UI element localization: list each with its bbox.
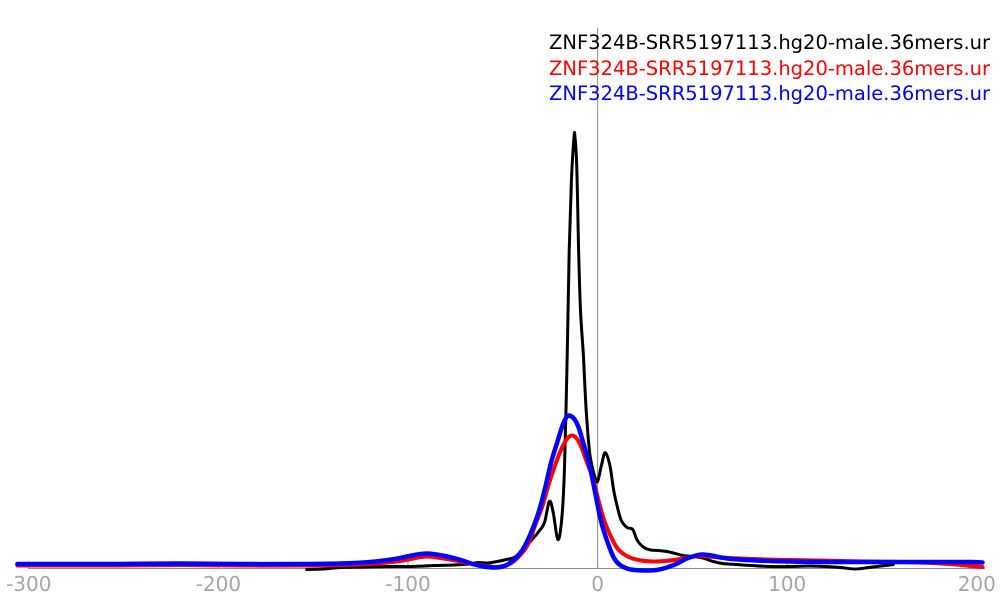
series-red-line: [15, 433, 985, 570]
legend: ZNF324B-SRR5197113.hg20-male.36mers.ur Z…: [549, 30, 1000, 107]
series-black-line: [305, 130, 895, 571]
x-tick-label: -100: [385, 572, 430, 596]
x-tick-label: -200: [196, 572, 241, 596]
x-tick-label: 0: [591, 572, 604, 596]
x-tick-label: 200: [958, 572, 996, 596]
legend-item-blue: ZNF324B-SRR5197113.hg20-male.36mers.ur: [549, 82, 991, 105]
x-tick-label: 100: [768, 572, 806, 596]
legend-item-red: ZNF324B-SRR5197113.hg20-male.36mers.ur: [549, 56, 991, 80]
series-blue-line: [15, 413, 985, 573]
x-tick-label: -300: [6, 572, 51, 596]
legend-item-black: ZNF324B-SRR5197113.hg20-male.36mers.ur: [549, 31, 991, 54]
